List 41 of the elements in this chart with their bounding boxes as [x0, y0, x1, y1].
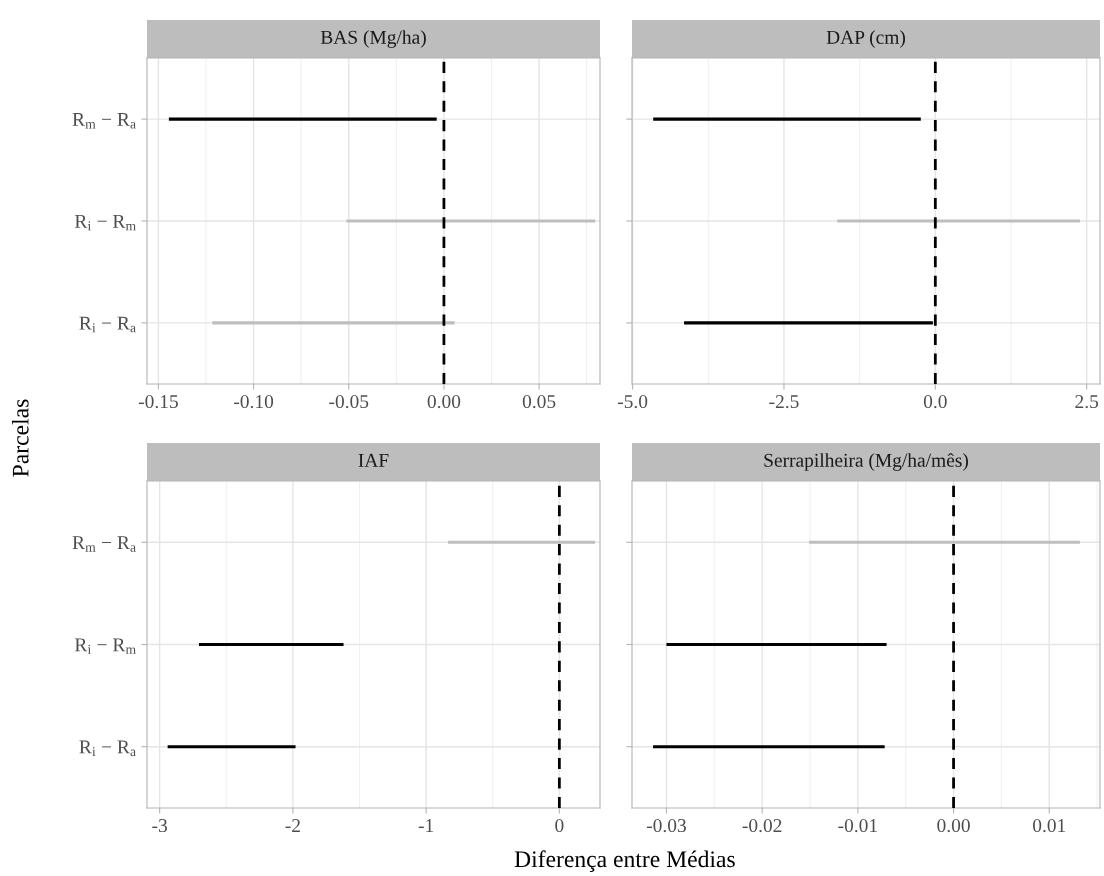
x-tick-label: 0.01 [1033, 818, 1066, 833]
y-axis-title: Parcelas [12, 399, 29, 477]
x-tick-label: -5.0 [617, 394, 648, 409]
x-tick-label: -2 [285, 819, 300, 832]
x-tick-label: 2.5 [1075, 395, 1099, 409]
x-tick-label: 0.0 [923, 394, 947, 409]
x-tick-label: -1 [418, 819, 434, 832]
bar [653, 745, 885, 749]
x-tick-label: -2.5 [769, 395, 799, 409]
bar [212, 321, 455, 325]
x-tick-label: -0.10 [234, 394, 274, 409]
bar [167, 745, 296, 749]
y-tick-label: R$_{i}$ − R$_{a}$ [79, 740, 136, 757]
chart-title: Serrapilheira (Mg/ha/mês) [764, 453, 968, 471]
bar [653, 117, 921, 121]
chart-title: IAF [358, 453, 389, 467]
x-tick-label: -0.15 [138, 394, 178, 409]
bar [168, 117, 437, 121]
x-tick-label: -3 [152, 819, 167, 833]
x-tick-label: 0 [555, 818, 564, 833]
bar [346, 219, 596, 223]
x-tick-label: -0.03 [646, 818, 686, 833]
x-tick-label: 0.05 [522, 394, 556, 409]
x-tick-label: -0.01 [838, 818, 877, 833]
bar [837, 219, 1081, 223]
x-tick-label: 0.00 [427, 394, 461, 409]
y-tick-label: R$_{m}$ − R$_{a}$ [72, 113, 136, 129]
bar [198, 642, 344, 647]
bar [809, 540, 1080, 544]
x-axis-title: Diferença entre Médias [514, 850, 735, 872]
y-tick-label: R$_{m}$ − R$_{a}$ [72, 536, 136, 552]
y-tick-label: R$_{i}$ − R$_{m}$ [74, 638, 136, 654]
bar [666, 642, 887, 647]
x-tick-label: -0.05 [329, 394, 369, 409]
y-tick-label: R$_{i}$ − R$_{a}$ [79, 316, 136, 333]
x-tick-label: 0.00 [937, 818, 970, 833]
chart-title: DAP (cm) [826, 30, 906, 48]
chart-title: BAS (Mg/ha) [320, 30, 426, 48]
x-tick-label: -0.02 [742, 818, 782, 833]
bar [448, 540, 596, 544]
y-tick-label: R$_{i}$ − R$_{m}$ [74, 214, 136, 231]
